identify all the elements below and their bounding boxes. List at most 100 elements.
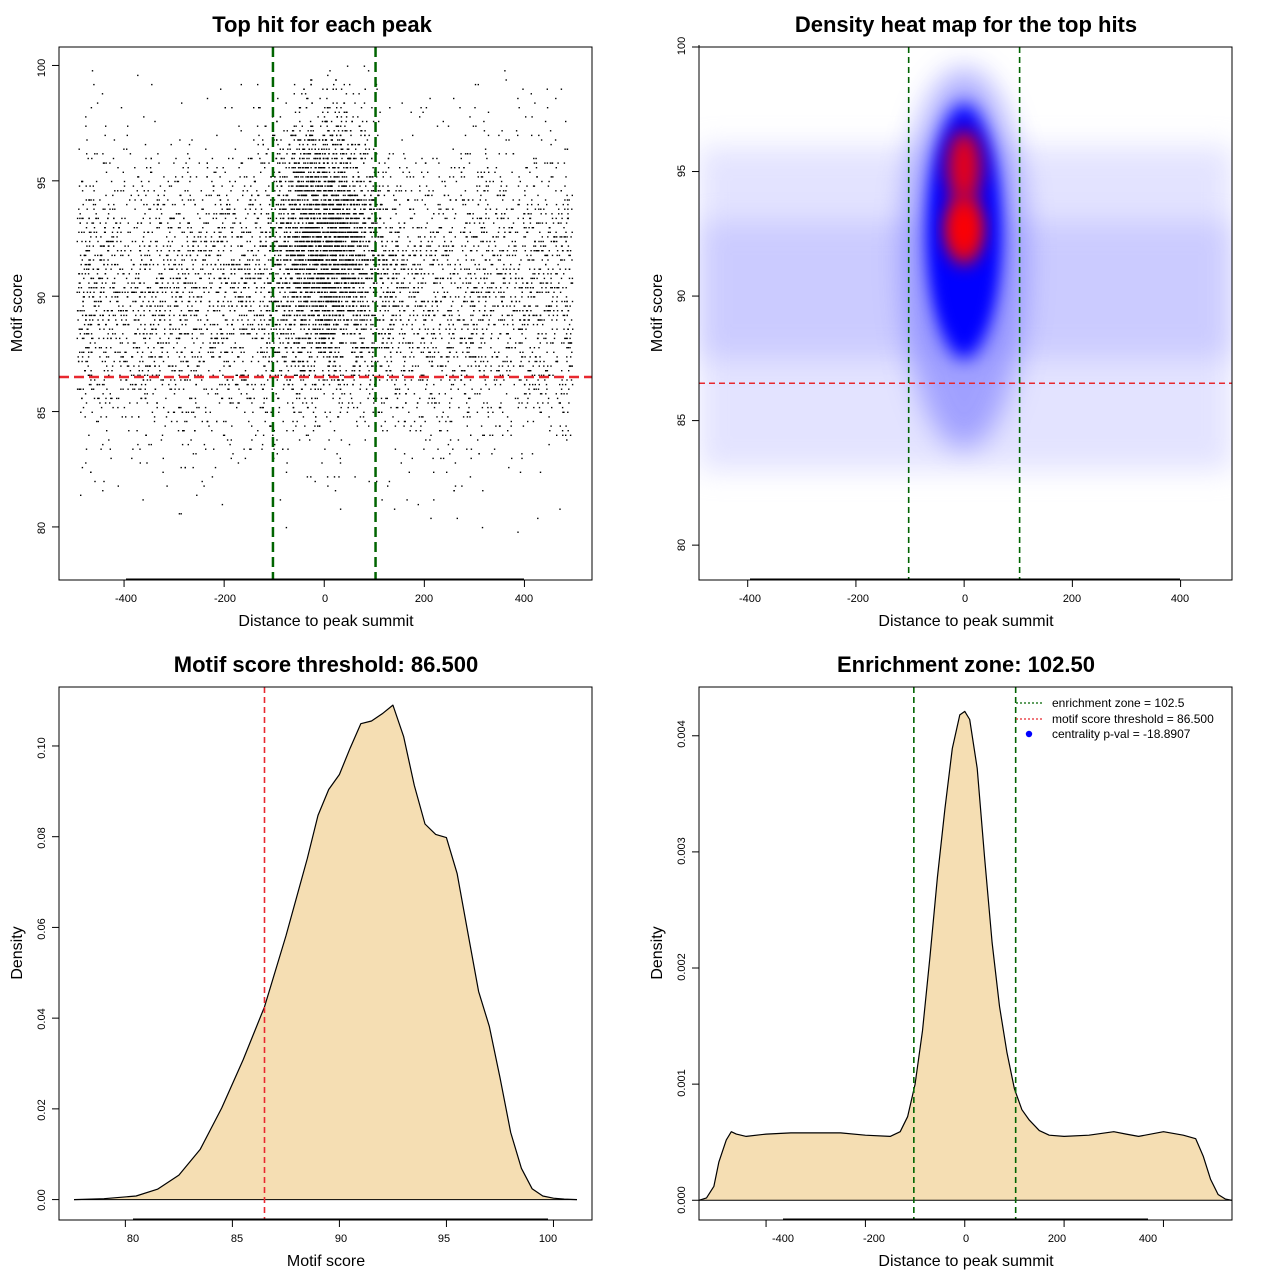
scatter-point	[169, 388, 171, 390]
scatter-point	[469, 379, 472, 381]
scatter-point	[76, 217, 79, 220]
scatter-point	[181, 176, 184, 178]
scatter-point	[250, 250, 252, 252]
scatter-point	[509, 370, 511, 372]
scatter-point	[503, 291, 505, 293]
scatter-point	[459, 319, 461, 321]
scatter-point	[141, 305, 143, 307]
scatter-point	[108, 245, 110, 247]
scatter-point	[132, 347, 135, 349]
scatter-point	[112, 157, 115, 160]
scatter-point	[425, 356, 428, 358]
scatter-point	[521, 287, 523, 289]
scatter-point	[96, 268, 99, 270]
scatter-point	[228, 388, 230, 390]
scatter-point	[552, 268, 554, 270]
scatter-point	[483, 374, 485, 376]
scatter-point	[396, 273, 398, 275]
scatter-point	[530, 250, 532, 252]
scatter-point	[514, 296, 517, 298]
scatter-point	[154, 365, 156, 367]
scatter-point	[144, 337, 147, 340]
scatter-point	[419, 185, 421, 187]
scatter-point	[530, 291, 532, 293]
scatter-point	[418, 416, 421, 418]
scatter-point	[447, 319, 449, 321]
scatter-point	[454, 296, 457, 298]
scatter-point	[470, 342, 472, 344]
scatter-point	[354, 351, 356, 353]
scatter-point	[524, 190, 526, 192]
scatter-point	[518, 277, 520, 280]
scatter-point	[228, 397, 230, 400]
scatter-point	[510, 277, 512, 280]
scatter-point	[452, 148, 454, 150]
scatter-point	[420, 425, 422, 427]
scatter-point	[243, 287, 245, 289]
scatter-point	[95, 180, 98, 183]
scatter-point	[339, 342, 341, 344]
scatter-point	[358, 365, 361, 367]
scatter-point	[431, 300, 434, 303]
scatter-point	[79, 217, 81, 220]
scatter-point	[203, 287, 205, 289]
scatter-point	[280, 263, 282, 266]
scatter-point	[218, 310, 221, 312]
scatter-point	[460, 370, 463, 372]
scatter-point	[365, 328, 367, 330]
scatter-point	[83, 296, 85, 298]
scatter-point	[533, 314, 535, 317]
scatter-point	[368, 134, 370, 137]
scatter-point	[566, 360, 568, 363]
scatter-point	[413, 213, 416, 215]
scatter-point	[432, 310, 434, 312]
scatter-point	[224, 291, 226, 293]
scatter-point	[507, 217, 509, 220]
scatter-point	[568, 402, 570, 404]
scatter-point	[407, 273, 409, 275]
scatter-point	[177, 282, 179, 284]
scatter-point	[407, 388, 409, 390]
scatter-point	[174, 263, 177, 266]
scatter-point	[565, 425, 567, 427]
scatter-point	[422, 111, 424, 113]
scatter-point	[560, 277, 563, 280]
scatter-point	[322, 374, 325, 376]
scatter-point	[420, 273, 422, 275]
scatter-point	[453, 97, 455, 100]
scatter-point	[114, 190, 116, 192]
scatter-point	[365, 347, 368, 349]
scatter-point	[435, 250, 438, 252]
scatter-point	[228, 365, 230, 367]
scatter-point	[422, 351, 424, 353]
scatter-point	[128, 323, 130, 326]
scatter-point	[432, 157, 434, 160]
scatter-point	[213, 171, 215, 173]
scatter-point	[406, 305, 408, 307]
scatter-point	[159, 222, 162, 224]
scatter-point	[78, 231, 80, 233]
scatter-point	[103, 383, 105, 386]
scatter-point	[263, 245, 265, 247]
scatter-point	[224, 383, 226, 386]
scatter-point	[120, 365, 122, 367]
scatter-point	[450, 420, 453, 423]
scatter-point	[182, 314, 185, 317]
scatter-point	[219, 277, 221, 280]
scatter-point	[197, 273, 200, 275]
scatter-point	[506, 370, 508, 372]
scatter-point	[187, 443, 189, 446]
scatter-point	[473, 310, 475, 312]
scatter-point	[518, 176, 520, 178]
scatter-point	[388, 254, 390, 257]
scatter-point	[250, 448, 252, 450]
scatter-point	[99, 314, 101, 317]
scatter-point	[299, 393, 301, 395]
scatter-point	[309, 296, 311, 298]
scatter-point	[510, 208, 513, 210]
scatter-point	[356, 319, 358, 321]
scatter-point	[237, 199, 239, 201]
scatter-point	[177, 250, 179, 252]
scatter-point	[455, 180, 458, 183]
scatter-point	[112, 406, 114, 409]
